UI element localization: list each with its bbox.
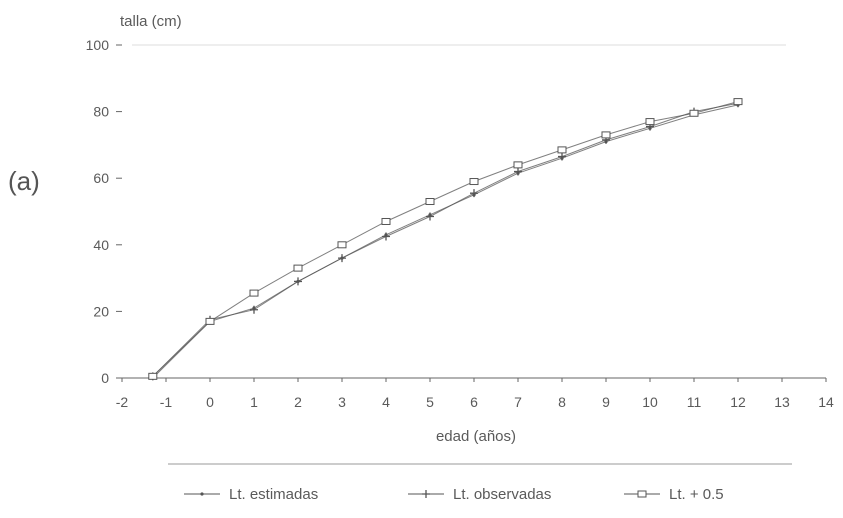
panel-label: (a) [8,166,40,196]
data-point [250,305,258,314]
data-point [200,492,204,496]
legend-item: Lt. estimadas [184,486,318,503]
x-tick-label: 12 [730,394,746,410]
data-point [422,490,430,498]
x-tick-label: 2 [294,394,302,410]
legend: Lt. estimadas Lt. observadas Lt. + 0.5 [184,486,724,503]
data-point [557,146,567,154]
data-point [469,178,479,186]
x-tick-label: -2 [116,394,129,410]
x-tick-label: 14 [818,394,834,410]
x-tick-label: 11 [687,394,702,410]
x-tick-label: 7 [514,394,522,410]
x-tick-label: 3 [338,394,346,410]
x-tick-label: 10 [642,394,658,410]
data-point [601,131,611,139]
y-axis-title: talla (cm) [120,13,182,30]
data-point [338,254,346,263]
data-point [382,232,390,241]
y-tick-label: 80 [93,104,109,120]
series-0 [151,103,740,380]
series-2 [148,98,743,380]
data-point [558,152,566,161]
data-point [637,490,647,498]
data-point [294,277,302,286]
data-point [337,241,347,249]
y-tick-label: 100 [86,37,110,53]
data-point [148,372,158,380]
y-tick-label: 20 [93,303,109,319]
legend-item: Lt. observadas [408,486,551,503]
legend-label: Lt. estimadas [229,486,318,503]
x-tick-label: -1 [160,394,173,410]
series-1 [148,99,742,381]
x-tick-label: 0 [206,394,214,410]
x-tick-label: 5 [426,394,434,410]
data-point [470,189,478,198]
legend-label: Lt. + 0.5 [669,486,724,503]
data-point [513,161,523,169]
x-tick-label: 4 [382,394,390,410]
data-point [733,98,743,106]
data-point [205,317,215,325]
data-point [689,109,699,117]
y-tick-label: 40 [93,237,109,253]
series-line [152,102,739,377]
x-tick-label: 9 [602,394,610,410]
legend-item: Lt. + 0.5 [624,486,724,503]
x-tick-label: 8 [558,394,566,410]
y-tick-label: 60 [93,170,109,186]
data-point [293,264,303,272]
data-point [425,198,435,206]
data-point [514,167,522,176]
data-point [645,118,655,126]
x-axis-title: edad (años) [436,428,516,445]
data-point [381,217,391,225]
x-tick-label: 13 [774,394,790,410]
x-tick-label: 6 [470,394,478,410]
series-layer [148,98,743,381]
legend-label: Lt. observadas [453,486,551,503]
series-line [152,101,739,377]
data-point [426,212,434,221]
y-tick-label: 0 [101,370,109,386]
x-tick-label: 1 [250,394,258,410]
data-point [249,289,259,297]
series-line [152,104,739,379]
